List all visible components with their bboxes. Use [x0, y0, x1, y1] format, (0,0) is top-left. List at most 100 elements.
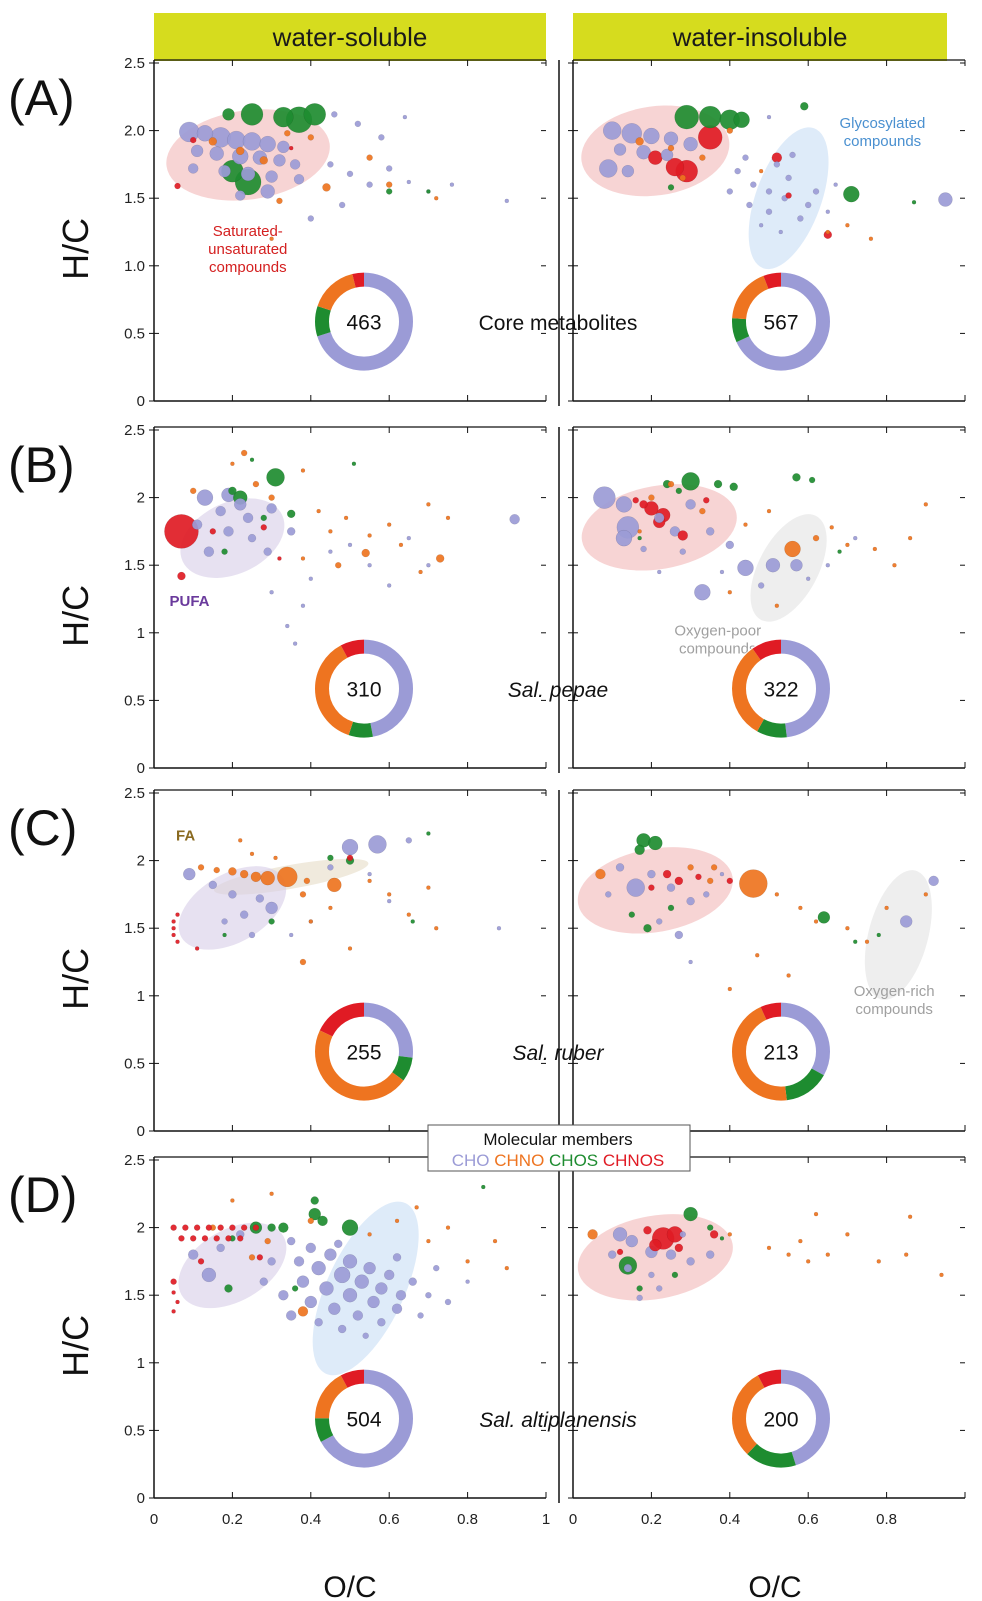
data-point-chno [907, 535, 913, 541]
data-point-chnos [252, 1224, 260, 1231]
data-point-cho [444, 1298, 452, 1306]
data-point-cho [773, 161, 781, 168]
data-point-cho [363, 1261, 376, 1275]
data-point-cho [179, 121, 200, 143]
data-point-chnos [240, 1224, 248, 1231]
data-point-chno [774, 603, 780, 609]
data-point-cho [626, 878, 645, 897]
data-point-cho [686, 896, 695, 906]
data-point-chnos [189, 136, 197, 144]
data-point-cho [402, 114, 408, 120]
data-point-chos [273, 106, 294, 128]
data-point-chno [208, 137, 218, 146]
data-point-chno [726, 127, 734, 134]
data-point-cho [742, 154, 749, 161]
data-point-chno [595, 868, 606, 880]
data-point-cho [899, 915, 913, 928]
data-point-chno [727, 986, 733, 992]
y-tick-label: 2.5 [124, 1152, 145, 1169]
composition-donut: 200 [731, 1368, 831, 1469]
data-point-chos [683, 1206, 698, 1222]
data-point-cho [375, 1282, 388, 1295]
data-point-cho [825, 209, 831, 214]
data-point-cho [209, 146, 224, 161]
data-point-chnos [648, 150, 663, 165]
data-point-chos [303, 103, 326, 126]
data-point-chnos [709, 1230, 719, 1239]
data-point-chno [394, 1218, 400, 1224]
y-tick-label: 0.5 [124, 692, 145, 709]
data-point-cho [328, 549, 333, 554]
data-point-chnos [643, 1226, 652, 1235]
data-point-cho [686, 1257, 695, 1266]
data-point-cho [266, 503, 277, 514]
data-point-cho [265, 170, 278, 183]
data-point-cho [341, 838, 359, 856]
data-point-cho [285, 1310, 297, 1321]
data-point-cho [812, 188, 820, 195]
data-point-cho [327, 864, 334, 871]
panel-water-soluble: 0 0.5 1 1.5 2 2.5 0 0.2 0.4 0.6 0.8 1 504 [124, 1152, 550, 1528]
data-point-chno [260, 870, 275, 886]
data-point-cho [289, 159, 301, 170]
data-point-chno [812, 534, 820, 542]
panel-letter: (B) [8, 437, 75, 493]
y-tick-label: 1 [137, 1355, 145, 1372]
region-label-line: Oxygen-rich [854, 983, 935, 1000]
data-point-chos [351, 461, 357, 467]
data-point-cho [395, 1289, 407, 1301]
data-point-chos [876, 932, 882, 938]
data-point-chno [269, 236, 274, 242]
data-point-cho [378, 134, 385, 141]
y-tick-label: 0 [137, 393, 145, 410]
data-point-chnos [171, 925, 176, 931]
donut-segment-chno [732, 639, 830, 738]
data-point-chos [843, 185, 860, 203]
y-tick-label: 2 [137, 1220, 145, 1237]
data-point-chnos [771, 152, 783, 163]
data-point-cho [833, 182, 838, 187]
data-point-chno [845, 542, 850, 548]
data-point-cho [734, 167, 741, 175]
data-point-chos [675, 487, 683, 495]
data-point-cho [307, 215, 315, 222]
y-axis-label: H/C [55, 1315, 96, 1377]
data-point-chno [366, 154, 373, 161]
data-point-chnos [174, 182, 181, 190]
y-tick-label: 1.5 [124, 557, 145, 574]
donut-segment-chno [732, 1369, 830, 1468]
data-point-chos [729, 482, 738, 492]
data-point-cho [825, 562, 831, 568]
data-point-cho [385, 165, 393, 172]
data-point-chos [637, 535, 642, 541]
region-label-line: compounds [855, 1001, 933, 1018]
data-point-chno [237, 838, 243, 843]
x-tick-label: 0.2 [641, 1511, 662, 1528]
data-point-chno [414, 1205, 419, 1210]
data-point-cho [300, 603, 306, 609]
data-point-chno [426, 1238, 431, 1244]
donut-segment-chnos [315, 272, 413, 371]
x-tick-label: 0.8 [457, 1511, 478, 1528]
data-point-cho [765, 208, 773, 215]
data-point-chos [733, 111, 750, 129]
data-point-chos [681, 472, 700, 491]
data-point-chno [307, 134, 315, 141]
data-point-chnos [616, 1248, 624, 1256]
data-point-chno [300, 556, 306, 561]
data-point-chno [328, 905, 333, 911]
data-point-chno [903, 1252, 909, 1257]
data-point-cho [215, 505, 226, 517]
data-point-chno [367, 1232, 372, 1237]
data-point-cho [746, 201, 753, 209]
x-tick-label: 0.6 [798, 1511, 819, 1528]
legend-item-chos: CHOS [544, 1151, 598, 1170]
data-point-chno [813, 1211, 819, 1217]
data-point-cho [354, 1274, 370, 1289]
data-point-cho [208, 880, 218, 890]
region-label: FA [176, 827, 195, 844]
donut-segment-chno [315, 639, 413, 738]
panel-water-soluble: 0 0.5 1 1.5 2 2.5 FA 255 [124, 785, 547, 1140]
data-point-cho [228, 890, 237, 899]
